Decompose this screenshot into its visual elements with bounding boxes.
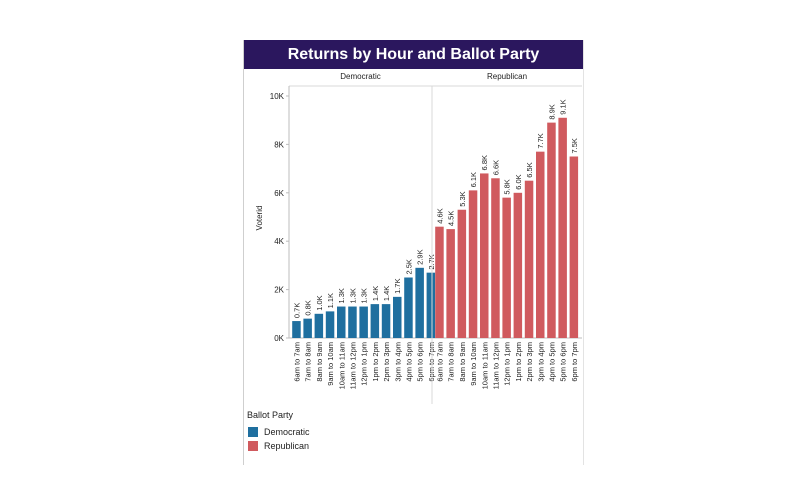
bar-republican [502,197,511,338]
x-tick-label-republican: 5pm to 6pm [559,342,568,382]
chart-plot: 0K 2K 4K 6K 8K 10K Voterid Democratic 0.7K 6am to… [255,72,582,404]
bar-republican [536,151,545,338]
data-label-republican: 4.5K [447,211,456,226]
bar-democratic [381,304,391,338]
data-label-democratic: 1.7K [393,278,402,293]
x-tick-label-republican: 6am to 7am [435,342,444,382]
x-tick-label-democratic: 4pm to 5pm [404,342,413,382]
legend-swatch-republican [248,441,258,451]
data-label-republican: 4.6K [435,208,444,223]
legend-swatch-democratic [248,427,258,437]
data-label-republican: 7.7K [536,133,545,148]
data-label-republican: 6.0K [514,174,523,189]
bar-democratic [404,277,413,338]
x-tick-label-republican: 9am to 10am [469,342,478,386]
chart-title: Returns by Hour and Ballot Party [244,40,583,69]
data-label-republican: 5.8K [503,179,512,194]
bar-democratic [292,321,301,338]
panel-label-democratic: Democratic [340,72,380,81]
x-tick-label-democratic: 8am to 9am [315,342,324,382]
chart-card: 0K 2K 4K 6K 8K 10K Voterid Democratic 0.7K 6am to… [243,40,584,465]
data-label-republican: 6.6K [491,160,500,175]
y-tick-label: 4K [274,237,284,246]
x-tick-label-republican: 6pm to 7pm [570,342,579,382]
y-tick-label: 8K [274,140,284,149]
bar-democratic [393,296,402,338]
bar-democratic [415,267,424,338]
bar-republican [513,192,523,338]
data-label-republican: 5.3K [458,191,467,206]
x-tick-label-democratic: 2pm to 3pm [382,342,391,382]
x-tick-label-republican: 1pm to 2pm [514,342,523,382]
bar-democratic [303,318,312,338]
bar-republican [547,122,556,339]
data-label-democratic: 1.3K [348,288,357,303]
x-tick-label-republican: 11am to 12pm [491,342,500,389]
y-tick-label: 10K [270,92,285,101]
legend-title: Ballot Party [247,410,294,420]
bar-democratic [348,306,357,338]
bar-democratic [314,313,324,338]
data-label-republican: 8.9K [547,104,556,119]
data-label-democratic: 1.4K [382,286,391,301]
bar-republican [435,226,444,338]
x-tick-label-democratic: 9am to 10am [326,342,335,386]
data-label-democratic: 2.5K [404,259,413,274]
data-label-democratic: 1.0K [315,295,324,310]
x-tick-label-democratic: 11am to 12pm [348,342,357,389]
legend: Ballot Party Democratic Republican [244,406,583,465]
bar-democratic [426,272,436,338]
x-tick-label-democratic: 12pm to 1pm [360,342,369,386]
y-tick-label: 0K [274,334,284,343]
x-tick-label-democratic: 3pm to 4pm [393,342,402,382]
data-label-republican: 9.1K [559,99,568,114]
bar-democratic [325,311,335,338]
bar-republican [457,209,467,338]
data-label-democratic: 1.1K [326,293,335,308]
bar-democratic [359,306,368,338]
x-tick-label-democratic: 7am to 8am [304,342,313,382]
bar-republican [468,190,478,338]
data-label-democratic: 1.4K [371,286,380,301]
x-tick-label-republican: 8am to 9am [458,342,467,382]
data-label-republican: 6.5K [525,162,534,177]
bar-democratic [337,306,346,338]
x-tick-label-republican: 2pm to 3pm [525,342,534,382]
data-label-democratic: 1.3K [360,288,369,303]
data-label-democratic: 0.8K [304,300,313,315]
x-tick-label-democratic: 1pm to 2pm [371,342,380,382]
x-tick-label-republican: 4pm to 5pm [547,342,556,382]
data-label-democratic: 2.9K [416,249,425,264]
x-tick-label-democratic: 6am to 7am [292,342,301,382]
x-tick-label-republican: 12pm to 1pm [503,342,512,386]
panel-label-republican: Republican [487,72,527,81]
x-tick-label-democratic: 6pm to 7pm [427,342,436,382]
data-label-democratic: 1.3K [337,288,346,303]
bar-democratic [370,304,380,338]
y-tick-label: 2K [274,286,284,295]
data-label-republican: 6.1K [469,172,478,187]
x-tick-label-republican: 7am to 8am [447,342,456,382]
x-tick-label-democratic: 5pm to 6pm [416,342,425,382]
data-label-democratic: 2.7K [427,254,436,269]
x-tick-label-republican: 10am to 11am [480,342,489,389]
y-axis-title: Voterid [255,206,264,231]
bar-republican [524,180,534,338]
bar-republican [569,156,579,338]
bar-republican [491,178,500,338]
bar-republican [446,229,455,338]
x-tick-label-republican: 3pm to 4pm [536,342,545,382]
x-tick-label-democratic: 10am to 11am [337,342,346,389]
y-tick-label: 6K [274,189,284,198]
legend-label-democratic: Democratic [264,427,310,437]
data-label-republican: 6.8K [480,155,489,170]
data-label-republican: 7.5K [570,138,579,153]
legend-label-republican: Republican [264,441,310,451]
bar-republican [558,117,567,338]
data-label-democratic: 0.7K [292,303,301,318]
bar-republican [480,173,489,338]
